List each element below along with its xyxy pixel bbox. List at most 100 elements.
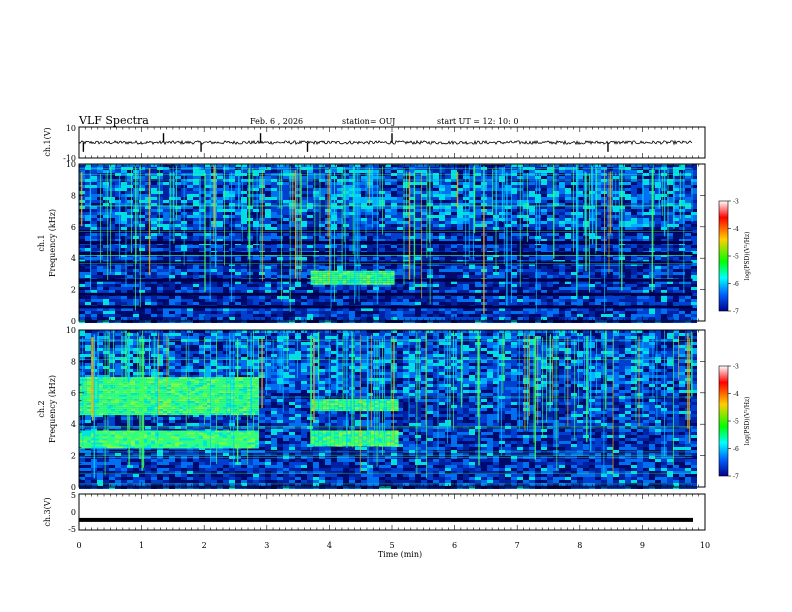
spectrogram-cell bbox=[205, 239, 211, 242]
spectrogram-cell bbox=[115, 314, 121, 317]
spectrogram-cell bbox=[409, 194, 415, 197]
spectrogram-cell bbox=[265, 245, 271, 248]
spectrogram-cell bbox=[487, 173, 493, 176]
spectrogram-cell bbox=[547, 179, 553, 182]
spectrogram-cell bbox=[193, 227, 199, 230]
spectrogram-cell bbox=[163, 170, 169, 173]
spectrogram-cell bbox=[631, 302, 637, 305]
spectrogram-cell bbox=[409, 284, 415, 287]
spectrogram-cell bbox=[235, 218, 241, 221]
spectrogram-cell bbox=[577, 194, 583, 197]
spectrogram-cell bbox=[85, 176, 91, 179]
spectrogram-cell bbox=[343, 215, 349, 218]
spectrogram-cell bbox=[271, 164, 277, 167]
spectrogram-cell bbox=[343, 218, 349, 221]
spectrogram-cell bbox=[289, 233, 295, 236]
spectrogram-cell bbox=[529, 239, 535, 242]
spectrogram-cell bbox=[511, 287, 517, 290]
spectrogram-cell bbox=[151, 209, 157, 212]
spectrogram-cell bbox=[163, 224, 169, 227]
spectrogram-cell bbox=[157, 266, 163, 269]
spectrogram-cell bbox=[379, 191, 385, 194]
spectrogram-cell bbox=[181, 275, 187, 278]
spectrogram-cell bbox=[175, 164, 181, 167]
spectrogram-cell bbox=[607, 239, 613, 242]
spectrogram-cell bbox=[91, 224, 97, 227]
spectrogram-cell bbox=[319, 182, 325, 185]
spectrogram-cell bbox=[271, 290, 277, 293]
spectrogram-cell bbox=[157, 311, 163, 314]
spectrogram-cell bbox=[577, 203, 583, 206]
spectrogram-cell bbox=[313, 263, 319, 266]
spectrogram-cell bbox=[307, 194, 313, 197]
spectrogram-cell bbox=[415, 275, 421, 278]
spectrogram-cell bbox=[265, 272, 271, 275]
spectrogram-cell bbox=[235, 233, 241, 236]
spectrogram-cell bbox=[517, 311, 523, 314]
spectrogram-cell bbox=[559, 170, 565, 173]
spectrogram-cell bbox=[313, 266, 319, 269]
spectrogram-cell bbox=[487, 308, 493, 311]
spectrogram-cell bbox=[151, 185, 157, 188]
spectrogram-cell bbox=[193, 203, 199, 206]
spectrogram-cell bbox=[343, 284, 349, 287]
spectrogram-cell bbox=[277, 170, 283, 173]
spectrogram-cell bbox=[223, 203, 229, 206]
spectrogram-cell bbox=[259, 179, 265, 182]
spectrogram-cell bbox=[625, 263, 631, 266]
spectrogram-cell bbox=[175, 281, 181, 284]
spectrogram-cell bbox=[577, 257, 583, 260]
spectrogram-cell bbox=[265, 176, 271, 179]
spectrogram-cell bbox=[631, 317, 637, 320]
spectrogram-cell bbox=[397, 308, 403, 311]
spectrogram-cell bbox=[433, 206, 439, 209]
spectrogram-cell bbox=[223, 245, 229, 248]
spectrogram-cell bbox=[505, 281, 511, 284]
spectrogram-cell bbox=[601, 263, 607, 266]
spectrogram-cell bbox=[235, 317, 241, 320]
spectrogram-cell bbox=[451, 311, 457, 314]
spectrogram-cell bbox=[199, 179, 205, 182]
spectrogram-cell bbox=[139, 206, 145, 209]
spectrogram-cell bbox=[397, 290, 403, 293]
spectrogram-cell bbox=[373, 200, 379, 203]
spectrogram-cell bbox=[445, 203, 451, 206]
spectrogram-cell bbox=[367, 317, 373, 320]
spectrogram-cell bbox=[199, 182, 205, 185]
spectrogram-cell bbox=[445, 299, 451, 302]
spectrogram-cell bbox=[283, 194, 289, 197]
spectrogram-cell bbox=[187, 287, 193, 290]
spectrogram-cell bbox=[331, 185, 337, 188]
spectrogram-cell bbox=[223, 206, 229, 209]
spectrogram-cell bbox=[409, 287, 415, 290]
spectrogram-cell bbox=[139, 182, 145, 185]
spectrogram-cell bbox=[631, 263, 637, 266]
spectrogram-cell bbox=[445, 224, 451, 227]
spectrogram-cell bbox=[163, 179, 169, 182]
spectrogram-cell bbox=[565, 164, 571, 167]
spectrogram-cell bbox=[241, 176, 247, 179]
spectrogram-cell bbox=[553, 224, 559, 227]
spectrogram-cell bbox=[541, 272, 547, 275]
spectrogram-cell bbox=[91, 317, 97, 320]
spectrogram-cell bbox=[463, 272, 469, 275]
spectrogram-cell bbox=[103, 227, 109, 230]
spectrogram-cell bbox=[217, 221, 223, 224]
spectrogram-cell bbox=[487, 188, 493, 191]
spectrogram-cell bbox=[577, 224, 583, 227]
spectrogram-cell bbox=[421, 263, 427, 266]
spectrogram-cell bbox=[325, 308, 331, 311]
spectrogram-cell bbox=[631, 248, 637, 251]
spectrogram-cell bbox=[235, 185, 241, 188]
spectrogram-cell bbox=[121, 170, 127, 173]
spectrogram-cell bbox=[175, 275, 181, 278]
spectrogram-cell bbox=[595, 317, 601, 320]
spectrogram-cell bbox=[451, 290, 457, 293]
spectrogram-cell bbox=[139, 212, 145, 215]
spectrogram-cell bbox=[535, 236, 541, 239]
spectrogram-cell bbox=[487, 179, 493, 182]
spectrogram-cell bbox=[163, 191, 169, 194]
spectrogram-cell bbox=[403, 194, 409, 197]
spectrogram-cell bbox=[463, 284, 469, 287]
spectrogram-cell bbox=[187, 281, 193, 284]
